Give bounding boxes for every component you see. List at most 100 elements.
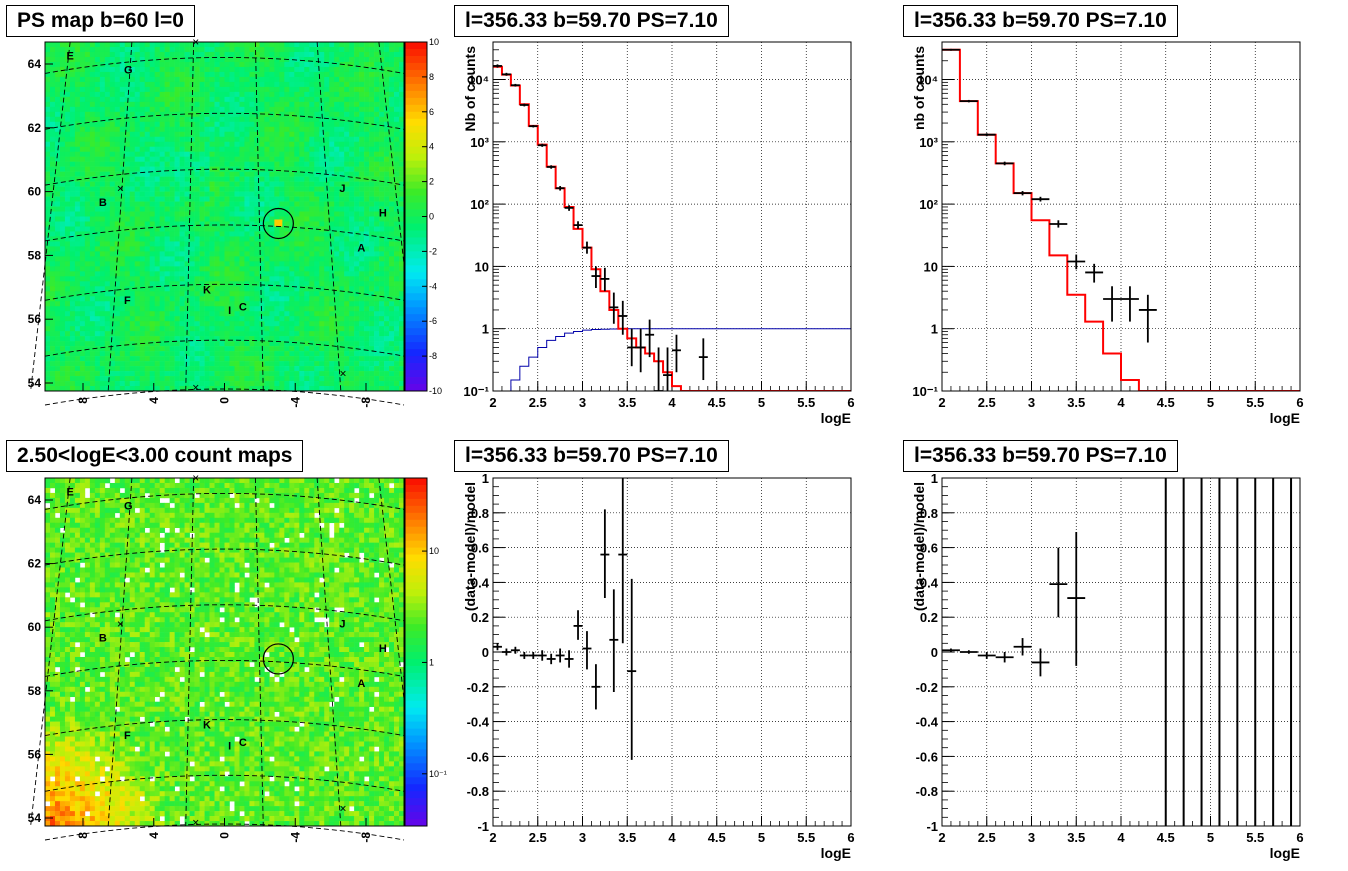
- spec1-xtick-label: 6: [847, 395, 854, 410]
- res1-xtick-label: 6: [847, 830, 854, 845]
- res1-data-point: [564, 650, 574, 668]
- res2-ytick-label: 0.8: [920, 506, 938, 521]
- source-label-C: C: [239, 737, 247, 749]
- spec1-data-point: [564, 205, 574, 211]
- spec2-ylabel: nb of counts: [911, 46, 927, 130]
- map2-ytick-label: 58: [28, 684, 42, 698]
- cross-marker: ×: [192, 471, 199, 485]
- source-label-B: B: [99, 197, 107, 209]
- res2-data-point: [1013, 638, 1032, 656]
- res1-data-point: [537, 650, 547, 661]
- res2-title: l=356.33 b=59.70 PS=7.10: [903, 440, 1178, 472]
- spec2-ytick-label: 10³: [919, 135, 938, 150]
- res2-data-point: [995, 652, 1014, 663]
- spec2-xtick-label: 3.5: [1067, 395, 1085, 410]
- spec1-title: l=356.33 b=59.70 PS=7.10: [454, 5, 729, 37]
- res2-xtick-label: 2.5: [978, 830, 996, 845]
- map1-ytick-label: 56: [28, 312, 42, 326]
- source-label-I: I: [228, 740, 231, 752]
- res1-ytick-label: -0.8: [467, 784, 489, 799]
- res2-ytick-label: -1: [926, 819, 938, 834]
- res1-ytick-label: 0.2: [471, 610, 489, 625]
- spec1-data-point: [591, 266, 601, 289]
- res1-data-point: [582, 631, 592, 670]
- spec1-xtick-label: 5.5: [797, 395, 815, 410]
- spec2-data-point: [1121, 286, 1139, 322]
- spec2-data-point: [942, 48, 960, 51]
- map1-xtick-label: 8: [76, 397, 90, 404]
- spec1-data-point: [672, 334, 681, 373]
- res1-xtick-label: 5: [758, 830, 765, 845]
- spec1-data-point: [528, 125, 538, 128]
- res2-ytick-label: -0.8: [916, 784, 938, 799]
- map2: 64 62 60 58 56 54 8 4 0 -4 -8 E G B J H A K F I C × × × × 10 1 10⁻¹: [28, 471, 447, 843]
- map2-colorbar-tick-label: 10: [429, 546, 439, 556]
- spec2-data-point: [1013, 191, 1032, 196]
- spec2-xtick-label: 4: [1117, 395, 1125, 410]
- spec1-xtick-label: 5: [758, 395, 765, 410]
- res1-grid: [493, 478, 851, 826]
- spec2-data-point: [995, 161, 1014, 166]
- spec1-xlabel: logE: [821, 410, 851, 426]
- res1-title: l=356.33 b=59.70 PS=7.10: [454, 440, 729, 472]
- spec1-data-point: [654, 347, 664, 391]
- res1-xtick-label: 2: [489, 830, 496, 845]
- map1-xtick-label: 4: [147, 397, 161, 404]
- res1-ytick-label: 0: [482, 645, 489, 660]
- map1-ytick-label: 58: [28, 248, 42, 262]
- res1-data-point: [546, 653, 556, 665]
- spec2-title: l=356.33 b=59.70 PS=7.10: [903, 5, 1178, 37]
- source-label-A: A: [357, 678, 365, 690]
- map1-title: PS map b=60 l=0: [6, 5, 195, 37]
- map1-ytick-label: 60: [28, 185, 42, 199]
- spec2-ytick-label: 10: [924, 259, 938, 274]
- res1-data-point: [618, 478, 628, 644]
- map1-colorbar-tick-label: -6: [429, 316, 437, 326]
- spec2-data-point: [977, 133, 996, 137]
- res1-data-point: [528, 652, 538, 659]
- cross-marker: ×: [339, 802, 346, 816]
- res1-frame: [492, 477, 852, 827]
- spec2-ytick-label: 10⁻¹: [912, 384, 938, 399]
- map2-ytick-label: 54: [28, 811, 42, 825]
- res1-ytick-label: -0.6: [467, 749, 489, 764]
- map1-colorbar-tick-label: 10: [429, 37, 439, 47]
- map2-colorbar-tick-label: 10⁻¹: [429, 769, 447, 779]
- spec2-data-point: [1067, 254, 1086, 270]
- map1-xtick-label: -4: [288, 397, 302, 408]
- spec1-acceptance-curve: [493, 328, 851, 391]
- res2-ytick-label: 0: [931, 645, 938, 660]
- source-label-K: K: [203, 284, 211, 296]
- spec2-xtick-label: 4.5: [1157, 395, 1175, 410]
- spec1-xtick-label: 4: [668, 395, 676, 410]
- map2-xtick-label: -4: [288, 832, 302, 843]
- res2-ytick-label: -0.2: [916, 680, 938, 695]
- spec1-ylabel: Nb of counts: [462, 46, 478, 132]
- spec1-frame: [492, 41, 852, 392]
- res1-data-point: [609, 589, 619, 693]
- spec2-xtick-label: 2: [938, 395, 945, 410]
- res2-xtick-label: 5.5: [1246, 830, 1264, 845]
- res2-xtick-label: 3.5: [1067, 830, 1085, 845]
- res2-ytick-label: 0.6: [920, 541, 938, 556]
- spec2-data-point: [1085, 263, 1104, 283]
- source-label-K: K: [203, 720, 211, 732]
- res1-xtick-label: 4.5: [708, 830, 726, 845]
- source-label-G: G: [124, 64, 133, 76]
- spec1-data-point: [627, 328, 637, 367]
- spec2-ytick-label: 10⁴: [917, 73, 938, 88]
- res2-data-point: [977, 652, 996, 659]
- res1-data-point: [501, 648, 511, 656]
- spec2-xlabel: logE: [1270, 410, 1300, 426]
- point-source-circle: [262, 643, 294, 675]
- res1-data-point: [573, 610, 583, 640]
- map2-xtick-label: 0: [218, 832, 232, 839]
- source-label-C: C: [239, 302, 247, 314]
- map1-colorbar-tick-label: -8: [429, 351, 437, 361]
- spec2-data-point: [1049, 220, 1068, 228]
- spec1-data-point: [537, 143, 547, 147]
- map2-ytick-label: 56: [28, 747, 42, 761]
- res1-data-point: [591, 664, 601, 710]
- res1-xlabel: logE: [821, 845, 851, 861]
